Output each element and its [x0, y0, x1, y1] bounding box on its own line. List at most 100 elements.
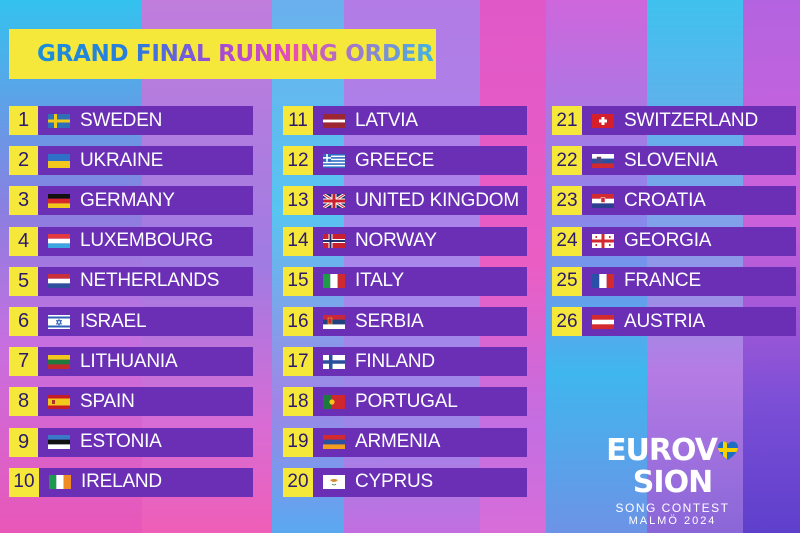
sweden-flag-icon — [48, 113, 70, 128]
eurovision-logo: EUROVSION SONG CONTEST MALMÖ 2024 — [590, 435, 755, 528]
country-bar: LATVIA — [313, 106, 527, 135]
country-bar: SERBIA — [313, 307, 527, 336]
estonia-flag-icon — [48, 435, 70, 450]
country-name: SWEDEN — [80, 109, 163, 131]
croatia-flag-icon — [592, 193, 614, 208]
running-order-row: 21 SWITZERLAND — [552, 106, 796, 135]
france-flag-icon — [592, 274, 614, 289]
running-order-number: 4 — [9, 226, 38, 256]
running-order-row: 17 FINLAND — [283, 347, 527, 377]
country-name: ARMENIA — [355, 431, 441, 453]
switzerland-flag-icon — [592, 113, 614, 128]
country-bar: IRELAND — [39, 467, 253, 497]
running-order-number: 1 — [9, 106, 38, 135]
running-order-row: 14 NORWAY — [283, 226, 527, 256]
running-order-number: 13 — [283, 186, 313, 216]
spain-flag-icon — [48, 394, 70, 409]
cyprus-flag-icon — [323, 475, 345, 490]
country-name: PORTUGAL — [355, 390, 458, 412]
logo-wordmark: EUROVSION — [590, 435, 755, 499]
running-order-row: 13 UNITED KINGDOM — [283, 186, 527, 216]
country-name: AUSTRIA — [624, 310, 705, 332]
running-order-number: 12 — [283, 146, 313, 176]
running-order-number: 2 — [9, 146, 38, 176]
country-bar: SPAIN — [38, 387, 253, 417]
running-order-number: 24 — [552, 226, 582, 256]
running-order-number: 14 — [283, 226, 313, 256]
country-name: GREECE — [355, 149, 435, 171]
country-bar: PORTUGAL — [313, 387, 527, 417]
country-name: ESTONIA — [80, 431, 162, 453]
running-order-row: 26 AUSTRIA — [552, 307, 796, 336]
page-title: GRAND FINAL RUNNING ORDER — [37, 41, 434, 67]
country-bar: GERMANY — [38, 186, 253, 216]
running-order-row: 20 CYPRUS — [283, 467, 527, 497]
country-name: UKRAINE — [80, 149, 164, 171]
logo-word-left: EUROV — [606, 433, 718, 468]
country-bar: SLOVENIA — [582, 146, 796, 176]
running-order-number: 18 — [283, 387, 313, 417]
country-bar: ITALY — [313, 266, 527, 296]
country-name: LATVIA — [355, 109, 418, 131]
running-order-row: 25 FRANCE — [552, 266, 796, 296]
running-order-number: 19 — [283, 427, 313, 457]
running-order-number: 8 — [9, 387, 38, 417]
running-order-row: 3 GERMANY — [9, 186, 253, 216]
running-order-row: 19 ARMENIA — [283, 427, 527, 457]
luxembourg-flag-icon — [48, 234, 70, 249]
country-name: GEORGIA — [624, 230, 712, 252]
running-order-row: 6 ISRAEL — [9, 307, 253, 336]
running-order-row: 22 SLOVENIA — [552, 146, 796, 176]
country-name: SERBIA — [355, 310, 424, 332]
italy-flag-icon — [323, 274, 345, 289]
running-order-number: 26 — [552, 307, 582, 336]
logo-song-contest: SONG CONTEST — [615, 501, 730, 515]
country-bar: LUXEMBOURG — [38, 226, 253, 256]
running-order-number: 9 — [9, 427, 38, 457]
logo-word-right: SION — [632, 465, 713, 500]
ireland-flag-icon — [49, 475, 71, 490]
country-name: SLOVENIA — [624, 149, 718, 171]
country-bar: SWEDEN — [38, 106, 253, 135]
country-name: NETHERLANDS — [80, 270, 220, 292]
country-bar: FINLAND — [313, 347, 527, 377]
country-bar: NORWAY — [313, 226, 527, 256]
running-order-row: 11 LATVIA — [283, 106, 527, 135]
country-name: LUXEMBOURG — [80, 230, 214, 252]
country-name: GERMANY — [80, 189, 175, 211]
running-order-number: 17 — [283, 347, 313, 377]
country-name: SWITZERLAND — [624, 109, 758, 131]
country-bar: ISRAEL — [38, 307, 253, 336]
country-name: SPAIN — [80, 390, 135, 412]
country-bar: SWITZERLAND — [582, 106, 796, 135]
norway-flag-icon — [323, 234, 345, 249]
running-order-row: 5 NETHERLANDS — [9, 266, 253, 296]
austria-flag-icon — [592, 314, 614, 329]
country-name: ISRAEL — [80, 310, 147, 332]
running-order-row: 12 GREECE — [283, 146, 527, 176]
country-bar: LITHUANIA — [38, 347, 253, 377]
country-bar: NETHERLANDS — [38, 266, 253, 296]
country-bar: GEORGIA — [582, 226, 796, 256]
country-name: ITALY — [355, 270, 404, 292]
greece-flag-icon — [323, 153, 345, 168]
ukraine-flag-icon — [48, 153, 70, 168]
country-name: FRANCE — [624, 270, 701, 292]
germany-flag-icon — [48, 193, 70, 208]
running-order-number: 10 — [9, 467, 39, 497]
country-name: CYPRUS — [355, 471, 433, 493]
running-order-row: 1 SWEDEN — [9, 106, 253, 135]
country-bar: GREECE — [313, 146, 527, 176]
logo-city-year: MALMÖ 2024 — [628, 515, 717, 527]
country-bar: CROATIA — [582, 186, 796, 216]
country-bar: FRANCE — [582, 266, 796, 296]
running-order-row: 15 ITALY — [283, 266, 527, 296]
running-order-number: 20 — [283, 467, 313, 497]
georgia-flag-icon — [592, 234, 614, 249]
united-kingdom-flag-icon — [323, 193, 345, 208]
running-order-number: 22 — [552, 146, 582, 176]
country-name: NORWAY — [355, 230, 437, 252]
country-name: LITHUANIA — [80, 350, 178, 372]
country-name: UNITED KINGDOM — [355, 189, 519, 211]
running-order-row: 23 CROATIA — [552, 186, 796, 216]
